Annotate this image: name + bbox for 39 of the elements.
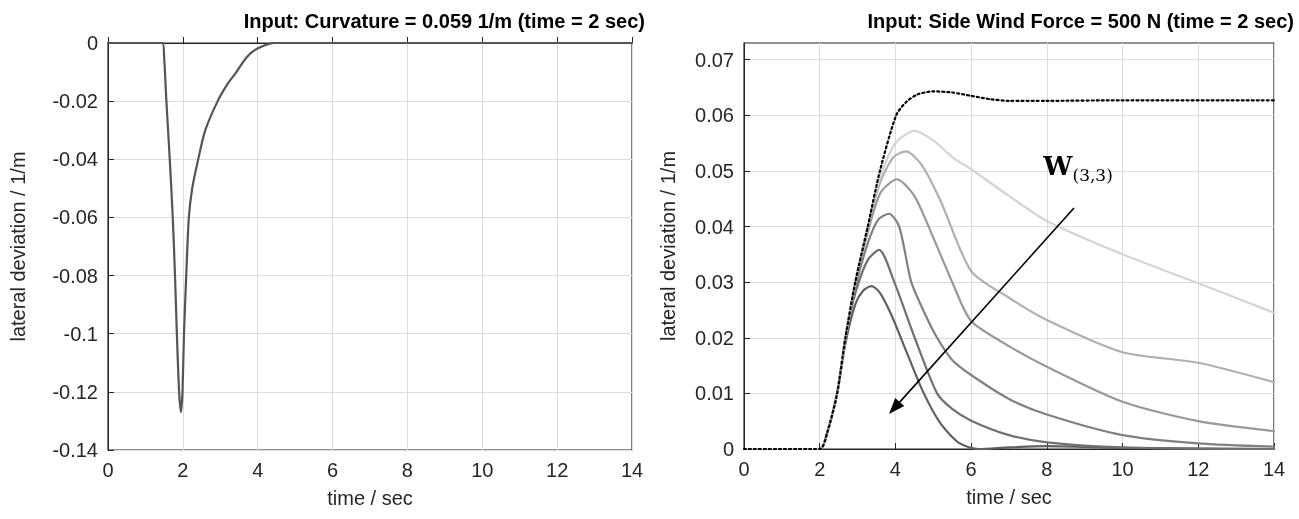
x-tick-label: 8	[1041, 458, 1053, 480]
y-tick-label: -0.04	[52, 148, 98, 171]
y-tick-label: 0.02	[695, 326, 734, 349]
x-tick-label: 10	[471, 459, 494, 481]
y-tick-label: 0	[722, 438, 734, 460]
x-tick-label: 12	[1187, 458, 1210, 480]
y-axis-title: lateral deviation / 1/m	[7, 151, 29, 342]
y-tick-label: -0.12	[52, 380, 98, 403]
x-tick-label: 0	[102, 459, 114, 481]
y-tick-label: -0.1	[63, 322, 98, 345]
x-tick-label: 6	[327, 459, 339, 481]
x-axis-title: time / sec	[327, 487, 413, 509]
x-tick-label: 2	[814, 458, 826, 480]
chart-title: Input: Side Wind Force = 500 N (time = 2 sec)	[867, 10, 1294, 32]
y-tick-label: -0.02	[52, 90, 98, 113]
y-tick-label: -0.14	[52, 439, 98, 461]
x-tick-label: 6	[965, 458, 977, 480]
x-axis-title: time / sec	[966, 486, 1052, 508]
y-tick-label: 0	[86, 32, 98, 54]
x-tick-label: 12	[546, 459, 569, 481]
y-axis-title: lateral deviation / 1/m	[657, 150, 679, 342]
y-tick-label: 0.07	[695, 48, 734, 71]
y-tick-label: 0.05	[695, 159, 734, 182]
x-tick-label: 2	[177, 459, 189, 481]
y-tick-label: -0.06	[52, 206, 98, 229]
y-tick-label: 0.06	[695, 104, 734, 127]
y-tick-label: -0.08	[52, 264, 98, 287]
y-tick-label: 0.01	[695, 382, 734, 405]
annotation: W$_{(3,3)}$	[1043, 151, 1113, 186]
x-tick-label: 8	[401, 459, 413, 481]
y-tick-label: 0.03	[695, 271, 734, 294]
x-tick-label: 14	[1262, 458, 1286, 480]
x-tick-label: 4	[252, 459, 264, 481]
x-tick-label: 10	[1111, 458, 1134, 480]
chart-title: Input: Curvature = 0.059 1/m (time = 2 sec)	[243, 10, 645, 32]
x-tick-label: 0	[738, 458, 750, 480]
x-tick-label: 14	[620, 459, 644, 481]
x-tick-label: 4	[889, 458, 901, 480]
y-tick-label: 0.04	[695, 215, 734, 238]
